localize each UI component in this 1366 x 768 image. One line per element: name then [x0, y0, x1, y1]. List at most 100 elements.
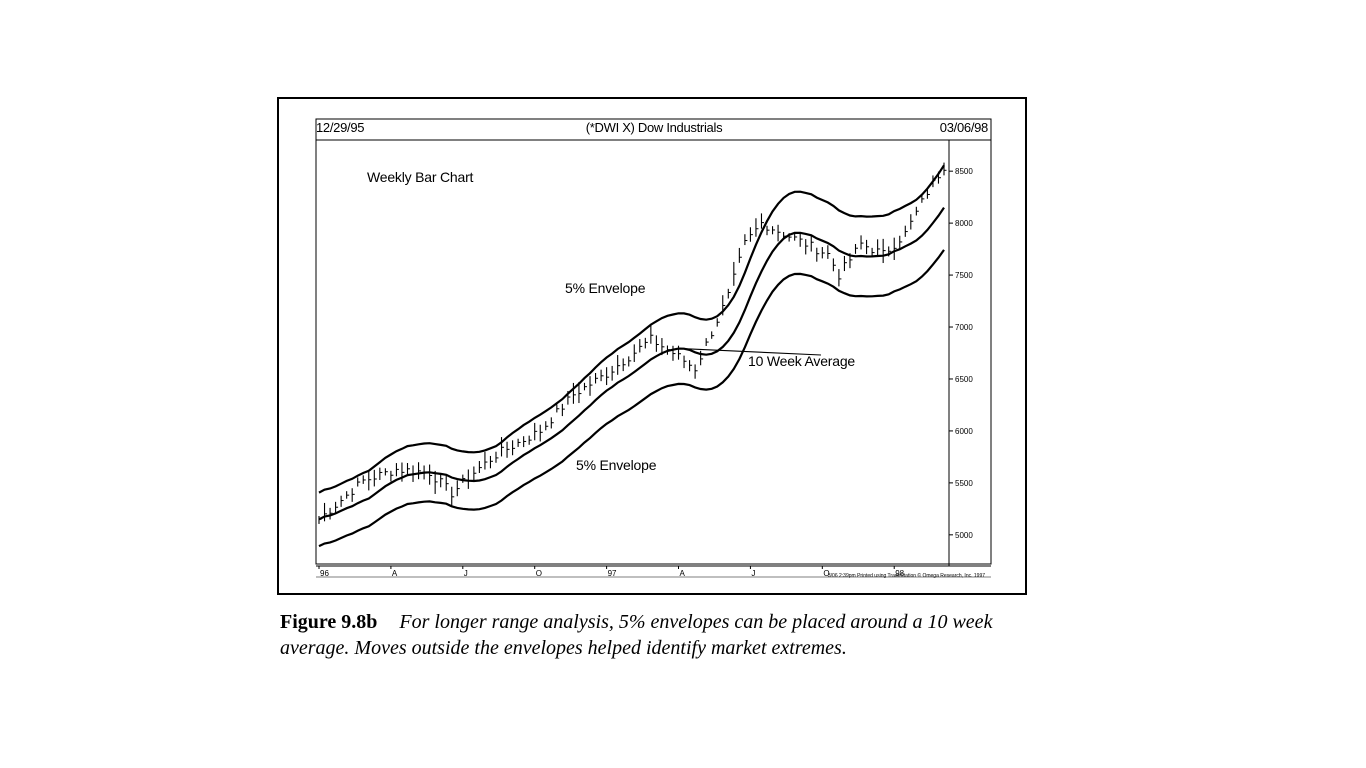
price-bar [572, 382, 576, 404]
price-bar [755, 218, 759, 237]
price-bar [506, 441, 510, 458]
price-bar [655, 335, 659, 352]
price-bar [628, 356, 632, 367]
price-bar [711, 331, 715, 339]
price-bar [429, 464, 433, 485]
price-bar [877, 239, 881, 256]
moving-average-line [318, 206, 945, 521]
price-bar [943, 162, 947, 176]
price-bar [478, 461, 482, 474]
price-bar [816, 247, 820, 262]
start-date: 12/29/95 [316, 120, 365, 135]
price-bar [594, 373, 599, 384]
chart-title: (*DWI X) Dow Industrials [585, 120, 723, 135]
price-bar [733, 261, 737, 286]
price-bar [384, 468, 388, 476]
price-bar [805, 239, 809, 255]
price-bar [915, 206, 919, 216]
caption-label: Figure 9.8b [280, 611, 378, 633]
price-bar [445, 475, 449, 491]
figure-caption: Figure 9.8b For longer range analysis, 5%… [280, 609, 1020, 661]
price-bar [346, 491, 350, 499]
x-tick-label: 96 [320, 569, 329, 578]
price-bar [893, 237, 897, 260]
price-bar [495, 451, 499, 463]
price-bar [357, 477, 361, 487]
price-bar [617, 355, 621, 375]
price-bar [351, 488, 355, 502]
end-date: 03/06/98 [939, 120, 989, 135]
price-bar [827, 245, 831, 259]
x-tick-label: J [751, 569, 755, 578]
price-bar [633, 344, 637, 362]
y-tick-label: 5000 [955, 531, 973, 540]
price-bar [379, 467, 383, 481]
price-bar [910, 214, 914, 230]
price-bar [467, 469, 471, 489]
figure-frame: 5000 5500 6000 6500 7000 7500 8000 8500 96 A J O 97… [277, 97, 1027, 595]
price-bar [843, 255, 847, 272]
price-bar [705, 338, 709, 346]
price-bar [401, 462, 405, 482]
price-bar [556, 404, 560, 413]
price-bar [904, 225, 908, 237]
price-bar [335, 501, 339, 514]
price-bar [329, 507, 333, 520]
price-bar [882, 238, 886, 264]
price-bar [390, 470, 394, 482]
price-bar [683, 355, 687, 369]
price-bar [749, 227, 753, 242]
y-tick-label: 8500 [955, 167, 973, 176]
price-bar [738, 247, 742, 263]
price-bar [689, 360, 693, 372]
price-bar [589, 376, 593, 396]
moving-average-pointer [684, 348, 822, 356]
y-tick-label: 7000 [955, 323, 973, 332]
x-tick-label: 97 [608, 569, 617, 578]
price-bar [644, 337, 648, 349]
price-bar [578, 381, 582, 404]
price-bar [777, 224, 781, 242]
price-bar [727, 288, 731, 299]
price-bar [512, 440, 516, 456]
x-tick-label: O [823, 569, 829, 578]
price-bar [606, 367, 610, 386]
plot-outer-frame [315, 118, 992, 565]
price-bar [523, 436, 527, 448]
chart-label: Weekly Bar Chart [367, 169, 474, 185]
y-tick-label: 6000 [955, 427, 973, 436]
x-tick-label: J [464, 569, 468, 578]
price-bar [838, 269, 842, 287]
price-bar [766, 225, 770, 236]
price-bar [672, 345, 676, 361]
upper-envelope-label: 5% Envelope [565, 280, 646, 296]
upper-envelope-line [318, 164, 945, 494]
y-tick-label: 8000 [955, 219, 973, 228]
price-bar [600, 369, 604, 382]
caption-text: For longer range analysis, 5% envelopes … [280, 611, 993, 659]
price-bar [550, 417, 554, 429]
price-bar [517, 438, 521, 447]
price-bar [368, 471, 372, 491]
price-bar [899, 235, 903, 250]
price-bar [462, 474, 466, 483]
price-bar [611, 365, 615, 381]
price-bar [323, 502, 328, 522]
x-tick-label: A [392, 569, 398, 578]
price-bar [561, 403, 565, 417]
price-bar [434, 470, 438, 494]
price-bar [451, 486, 455, 506]
price-bar [539, 424, 543, 442]
price-bar [528, 435, 532, 445]
price-bar [832, 258, 836, 272]
x-tick-label: 98 [895, 569, 904, 578]
price-bar [650, 324, 654, 344]
price-bar [860, 235, 864, 250]
price-bar [500, 437, 505, 457]
y-tick-label: 5500 [955, 479, 973, 488]
chart-canvas: 5000 5500 6000 6500 7000 7500 8000 8500 96 A J O 97… [315, 118, 992, 578]
price-bar [771, 226, 776, 235]
price-bar [716, 318, 720, 327]
price-bar [622, 358, 626, 372]
price-bar [373, 469, 377, 487]
